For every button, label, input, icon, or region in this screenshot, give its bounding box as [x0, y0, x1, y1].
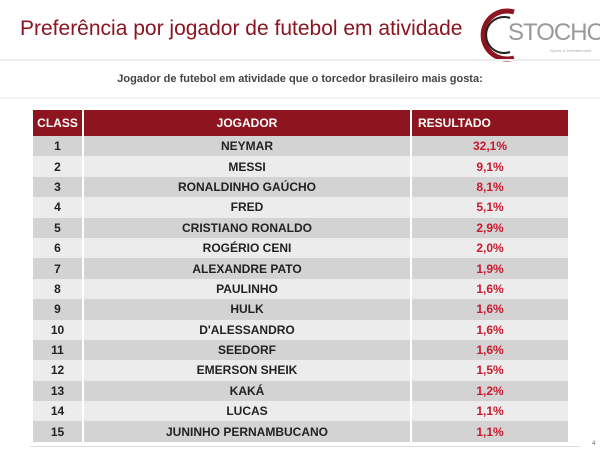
cell-resultado: 1,5% [410, 360, 568, 381]
cell-jogador: NEYMAR [82, 136, 411, 157]
cell-jogador: ROGÉRIO CENI [82, 237, 411, 259]
table-row: 6 ROGÉRIO CENI 2,0% [33, 237, 568, 259]
table-row: 7 ALEXANDRE PATO 1,9% [33, 258, 568, 279]
table-row: 10 D'ALESSANDRO 1,6% [33, 319, 568, 340]
cell-jogador: KAKÁ [82, 380, 411, 402]
page-title: Preferência por jogador de futebol em at… [20, 17, 463, 40]
cell-resultado: 5,1% [410, 197, 568, 218]
cell-jogador: MESSI [82, 156, 411, 177]
cell-jogador: RONALDINHO GAÚCHO [82, 176, 411, 198]
table-header: CLASS JOGADOR RESULTADO [33, 110, 568, 136]
cell-jogador: D'ALESSANDRO [82, 319, 411, 340]
divider [0, 97, 600, 99]
table-row: 5 CRISTIANO RONALDO 2,9% [33, 217, 568, 238]
table-row: 1 NEYMAR 32,1% [33, 136, 568, 157]
footer-divider [30, 446, 580, 447]
cell-jogador: FRED [82, 197, 411, 218]
cell-class: 3 [33, 176, 83, 198]
cell-class: 14 [33, 401, 83, 422]
header-resultado: RESULTADO [410, 110, 568, 136]
cell-resultado: 1,1% [410, 401, 568, 422]
cell-resultado: 1,6% [410, 299, 568, 320]
table-row: 11 SEEDORF 1,6% [33, 339, 568, 361]
header-class: CLASS [33, 110, 83, 136]
cell-jogador: CRISTIANO RONALDO [82, 217, 411, 238]
cell-resultado: 2,0% [410, 237, 568, 259]
table-row: 4 FRED 5,1% [33, 197, 568, 218]
subtitle: Jogador de futebol em atividade que o to… [117, 73, 483, 85]
cell-class: 12 [33, 360, 83, 381]
cell-class: 8 [33, 278, 83, 300]
table-row: 2 MESSI 9,1% [33, 156, 568, 177]
divider [0, 59, 600, 61]
cell-class: 13 [33, 380, 83, 402]
cell-resultado: 1,6% [410, 339, 568, 361]
cell-resultado: 1,6% [410, 278, 568, 300]
table-row: 3 RONALDINHO GAÚCHO 8,1% [33, 176, 568, 198]
cell-class: 10 [33, 319, 83, 340]
table-row: 8 PAULINHO 1,6% [33, 278, 568, 300]
cell-jogador: SEEDORF [82, 339, 411, 361]
page-number: 4 [592, 441, 596, 447]
cell-jogador: LUCAS [82, 401, 411, 422]
ranking-table: CLASS JOGADOR RESULTADO 1 NEYMAR 32,1% 2 MES… [33, 110, 568, 442]
cell-class: 11 [33, 339, 83, 361]
logo-tagline: Sports & Entertainment [550, 48, 592, 53]
cell-resultado: 8,1% [410, 176, 568, 198]
table-row: 9 HULK 1,6% [33, 299, 568, 320]
cell-class: 5 [33, 217, 83, 238]
header-jogador: JOGADOR [82, 110, 411, 136]
cell-class: 4 [33, 197, 83, 218]
cell-resultado: 1,2% [410, 380, 568, 402]
table-row: 13 KAKÁ 1,2% [33, 380, 568, 402]
cell-resultado: 1,9% [410, 258, 568, 279]
cell-resultado: 1,1% [410, 421, 568, 442]
table-row: 14 LUCAS 1,1% [33, 401, 568, 422]
cell-class: 7 [33, 258, 83, 279]
cell-class: 2 [33, 156, 83, 177]
cell-jogador: JUNINHO PERNAMBUCANO [82, 421, 411, 442]
table-row: 12 EMERSON SHEIK 1,5% [33, 360, 568, 381]
cell-resultado: 1,6% [410, 319, 568, 340]
cell-class: 6 [33, 237, 83, 259]
cell-jogador: PAULINHO [82, 278, 411, 300]
cell-jogador: HULK [82, 299, 411, 320]
cell-resultado: 2,9% [410, 217, 568, 238]
cell-jogador: EMERSON SHEIK [82, 360, 411, 381]
cell-jogador: ALEXANDRE PATO [82, 258, 411, 279]
cell-class: 9 [33, 299, 83, 320]
cell-class: 1 [33, 136, 83, 157]
cell-resultado: 32,1% [410, 136, 568, 157]
cell-class: 15 [33, 421, 83, 442]
logo-arc-icon [480, 8, 515, 62]
table-row: 15 JUNINHO PERNAMBUCANO 1,1% [33, 421, 568, 442]
cell-resultado: 9,1% [410, 156, 568, 177]
